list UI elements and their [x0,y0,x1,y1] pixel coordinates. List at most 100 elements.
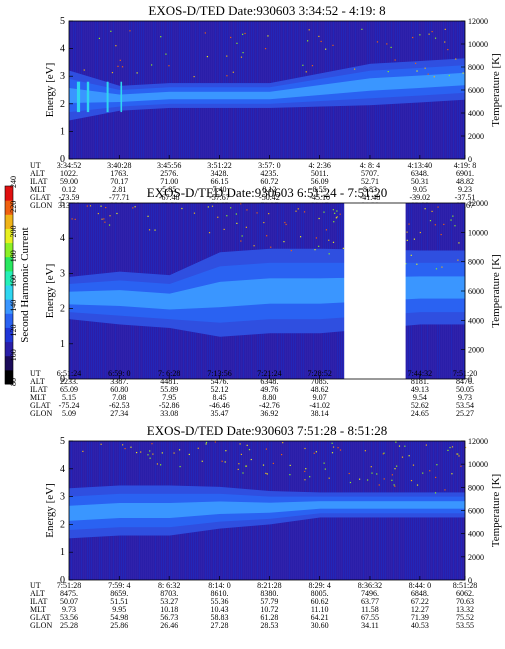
band-core [126,290,128,307]
speckle-point [115,45,117,47]
orbit-value: 8.12 [262,185,276,194]
orbit-row-label: UT [30,369,41,378]
band-core [257,91,259,100]
band-core [218,91,220,100]
band-core [210,501,212,515]
colorbar-segment [5,270,13,286]
band-core [224,501,226,514]
speckle-point [354,68,356,70]
band-core [340,501,342,509]
band-core [143,93,145,101]
band-core [390,501,392,509]
band-core [318,278,320,304]
band-core [370,501,372,509]
orbit-value: 6:59: 0 [108,369,130,378]
band-core [94,504,96,520]
speckle-point [394,485,396,487]
band-core [426,276,428,299]
band-core [425,75,427,88]
band-core [228,281,230,307]
band-core [391,501,393,509]
band-core [360,79,362,92]
band-core [247,502,249,514]
band-core [439,501,441,509]
band-core [432,74,434,88]
band-core [232,501,234,514]
orbit-value: 9.05 [413,185,427,194]
band-core [417,501,419,509]
band-core [247,279,249,306]
band-core [169,293,171,310]
band-core [145,502,147,519]
orbit-row-label: ALT [30,589,45,598]
band-core [243,502,245,514]
band-core [333,83,335,94]
band-core [251,502,253,514]
band-core [446,73,448,87]
speckle-point [383,478,385,480]
band-core [299,87,301,97]
band-core [416,276,418,299]
data-gap [344,203,406,379]
band-core [161,502,163,519]
speckle-point [295,210,297,212]
speckle-point [449,446,451,449]
band-core [196,91,198,100]
band-core [314,85,316,96]
speckle-point [230,36,232,39]
band-core [292,502,294,511]
band-core [302,87,304,97]
band-core [208,284,210,308]
y2-tick-label: 6000 [468,507,484,516]
speckle-point [179,465,181,468]
band-core [163,92,165,100]
band-core [411,501,413,509]
orbit-value: 67.55 [361,613,379,622]
band-core [213,91,215,100]
orbit-value: 3:45:56 [157,161,181,170]
colorbar-segment [5,242,13,258]
band-core [81,291,83,305]
y2-tick-label: 8000 [468,258,484,267]
orbit-value: 8181. [411,377,429,386]
speckle-point [240,203,242,205]
speckle-point [424,67,426,69]
speckle-point [124,447,126,450]
orbit-value: -42.76 [259,401,280,410]
band-core [93,504,95,520]
orbit-value: 38.14 [311,409,329,418]
band-core [315,278,317,304]
band-core [313,85,315,96]
band-core [173,502,175,518]
speckle-point [370,466,372,468]
band-core [419,75,421,88]
y-tick-label: 0 [60,154,65,165]
band-core [451,501,453,509]
band-core [81,89,83,103]
orbit-value: 7496. [361,589,379,598]
band-core [195,502,197,516]
orbit-value: 24.65 [411,409,429,418]
orbit-value: 10.72 [260,605,278,614]
band-core [179,91,181,100]
band-core [412,501,414,509]
speckle-point [314,249,316,251]
band-core [105,92,107,103]
band-core [264,278,266,305]
band-core [191,502,193,517]
band-core [71,505,73,521]
speckle-point [396,465,398,467]
speckle-point [250,458,252,461]
band-core [104,92,106,103]
band-core [122,290,124,307]
colorbar-tick-label: 120 [9,325,18,337]
speckle-point [188,453,190,456]
speckle-point [361,28,363,30]
band-core [183,91,185,100]
band-core [109,93,111,103]
band-core [432,276,434,299]
band-core [197,502,199,516]
y2-axis-label: Temperature [K] [490,474,502,547]
band-core [420,501,422,509]
band-core [443,501,445,509]
